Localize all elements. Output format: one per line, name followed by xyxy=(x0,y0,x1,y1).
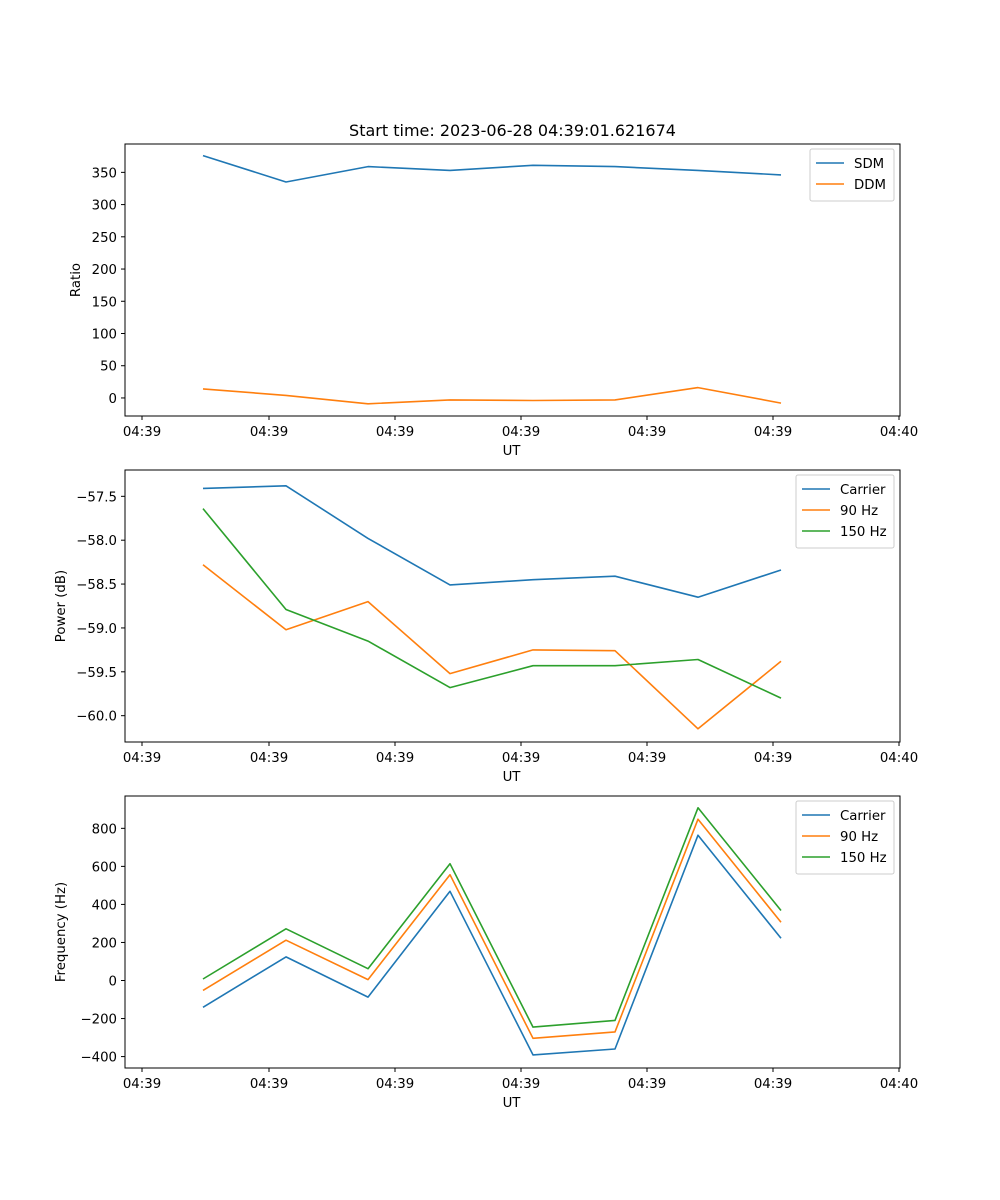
x-tick-label: 04:39 xyxy=(502,1077,540,1092)
x-tick-label: 04:39 xyxy=(754,751,792,766)
plot-frame xyxy=(124,143,901,417)
legend-label: DDM xyxy=(854,178,886,193)
x-tick-label: 04:39 xyxy=(376,1077,414,1092)
x-tick-label: 04:39 xyxy=(123,751,161,766)
legend-label: 90 Hz xyxy=(840,504,878,519)
series-line-ddm xyxy=(202,386,782,405)
y-tick-label: −57.5 xyxy=(76,490,117,505)
legend: SDM DDM xyxy=(809,148,895,202)
x-tick-label: 04:39 xyxy=(250,1077,288,1092)
y-tick-label: 150 xyxy=(92,295,117,310)
series-line-150-hz xyxy=(202,806,782,1028)
y-tick-label: 400 xyxy=(92,898,117,913)
y-tick-label: −58.0 xyxy=(76,534,117,549)
x-tick-label: 04:39 xyxy=(502,425,540,440)
y-tick-label: −58.5 xyxy=(76,578,117,593)
y-axis-label: Ratio xyxy=(69,263,84,297)
chart-panel-3: 04:39 04:39 04:39 04:39 04:39 04:39 04:40 UT −40… xyxy=(54,795,918,1111)
chart-panel-1: Start time: 2023-06-28 04:39:01.621674 04… xyxy=(69,121,918,459)
x-axis-label: UT xyxy=(503,1096,522,1111)
y-tick-label: 350 xyxy=(92,166,117,181)
x-tick-label: 04:39 xyxy=(628,751,666,766)
y-tick-label: −60.0 xyxy=(76,710,117,725)
series-line-carrier xyxy=(202,834,782,1056)
series-line-carrier xyxy=(202,484,782,599)
series-line-90-hz xyxy=(202,564,782,730)
y-tick-label: −200 xyxy=(80,1013,117,1028)
y-tick-label: 600 xyxy=(92,860,117,875)
legend: Carrier 90 Hz 150 Hz xyxy=(795,474,895,549)
x-tick-label: 04:40 xyxy=(880,425,918,440)
y-axis-label: Frequency (Hz) xyxy=(54,882,69,982)
x-tick-label: 04:39 xyxy=(123,1077,161,1092)
legend-label: Carrier xyxy=(840,809,886,824)
y-tick-label: −59.0 xyxy=(76,622,117,637)
series-line-sdm xyxy=(202,154,782,183)
plot-frame xyxy=(124,469,901,743)
legend-label: 150 Hz xyxy=(840,851,887,866)
x-tick-label: 04:39 xyxy=(628,1077,666,1092)
x-tick-label: 04:39 xyxy=(754,1077,792,1092)
y-axis-label: Power (dB) xyxy=(54,570,69,642)
chart-title: Start time: 2023-06-28 04:39:01.621674 xyxy=(349,121,676,140)
y-tick-label: 200 xyxy=(92,263,117,278)
plot-frame xyxy=(124,795,901,1069)
legend-box xyxy=(809,148,895,202)
x-tick-label: 04:39 xyxy=(628,425,666,440)
legend-label: 90 Hz xyxy=(840,830,878,845)
x-tick-label: 04:39 xyxy=(376,425,414,440)
y-tick-label: 300 xyxy=(92,199,117,214)
x-tick-label: 04:39 xyxy=(123,425,161,440)
y-tick-label: −400 xyxy=(80,1051,117,1066)
legend-label: 150 Hz xyxy=(840,525,887,540)
x-tick-label: 04:40 xyxy=(880,751,918,766)
y-tick-label: 250 xyxy=(92,231,117,246)
y-tick-label: 100 xyxy=(92,327,117,342)
legend-label: SDM xyxy=(854,157,884,172)
chart-panel-2: 04:39 04:39 04:39 04:39 04:39 04:39 04:40 UT −57… xyxy=(54,469,918,785)
x-tick-label: 04:40 xyxy=(880,1077,918,1092)
legend-box xyxy=(795,800,895,875)
series-line-150-hz xyxy=(202,508,782,699)
x-axis-label: UT xyxy=(503,770,522,785)
legend: Carrier 90 Hz 150 Hz xyxy=(795,800,895,875)
x-tick-label: 04:39 xyxy=(250,425,288,440)
x-tick-label: 04:39 xyxy=(502,751,540,766)
x-tick-label: 04:39 xyxy=(376,751,414,766)
x-axis-label: UT xyxy=(503,444,522,459)
y-tick-label: 50 xyxy=(100,360,117,375)
x-tick-label: 04:39 xyxy=(754,425,792,440)
legend-box xyxy=(795,474,895,549)
y-tick-label: 0 xyxy=(109,392,117,407)
legend-label: Carrier xyxy=(840,483,886,498)
y-tick-label: 800 xyxy=(92,822,117,837)
series-line-90-hz xyxy=(202,818,782,1040)
y-tick-label: −59.5 xyxy=(76,666,117,681)
x-tick-label: 04:39 xyxy=(250,751,288,766)
y-tick-label: 0 xyxy=(109,975,117,990)
y-tick-label: 200 xyxy=(92,936,117,951)
